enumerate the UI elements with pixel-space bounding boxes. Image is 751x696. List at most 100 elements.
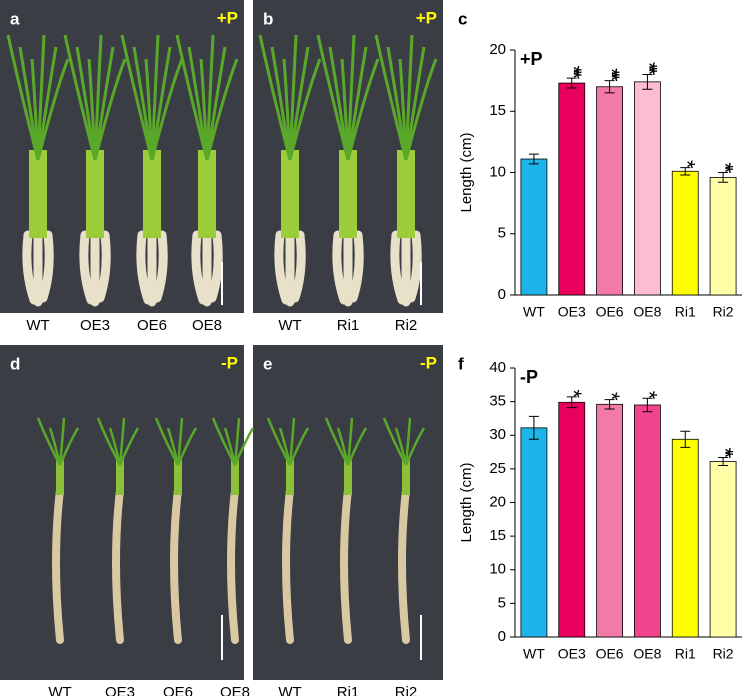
condition-label: +P: [217, 8, 238, 27]
root: [398, 486, 410, 644]
leaf: [346, 427, 368, 466]
leaf: [205, 58, 239, 161]
leaf: [258, 34, 292, 161]
leaf: [150, 58, 184, 161]
error-bar: [528, 415, 539, 440]
y-tick-label: 15: [489, 527, 506, 544]
root: [112, 486, 124, 644]
root: [340, 486, 352, 644]
x-tick-label: OE6: [596, 646, 624, 662]
leaf: [58, 417, 66, 466]
condition-label: -P: [420, 353, 437, 372]
y-tick-label: 10: [489, 163, 506, 180]
stem: [286, 460, 294, 495]
y-tick-label: 30: [489, 426, 506, 443]
y-tick-label: 40: [489, 359, 506, 376]
plant-label: OE8: [220, 684, 250, 696]
stem: [116, 460, 124, 495]
leaf: [63, 34, 97, 161]
bar: [520, 427, 548, 638]
y-tick-label: 5: [498, 225, 506, 242]
roots: [390, 230, 422, 307]
y-tick-label: 15: [489, 102, 506, 119]
leaf: [36, 34, 46, 161]
roots: [274, 230, 306, 307]
stem: [344, 460, 352, 495]
leaf: [346, 34, 356, 161]
error-bar: [604, 399, 615, 410]
panel-letter: d: [10, 354, 20, 373]
leaf: [233, 427, 255, 466]
leaf: [288, 58, 322, 161]
leaf: [108, 427, 122, 466]
roots: [22, 230, 54, 307]
bar: [671, 170, 699, 296]
bar: [520, 158, 548, 296]
stem: [143, 150, 161, 238]
significance: ***: [561, 65, 586, 79]
x-tick-label: OE6: [596, 304, 624, 320]
bar: [596, 403, 623, 638]
y-axis-label: Length (cm): [458, 132, 475, 212]
error-bar: [604, 80, 615, 94]
roots: [79, 230, 111, 307]
plant-label: Ri1: [337, 317, 360, 334]
x-tick-label: Ri2: [713, 304, 734, 320]
plant-label: Ri2: [395, 317, 418, 334]
panel-letter: e: [263, 354, 272, 373]
plant-label: Ri1: [337, 684, 360, 696]
plant-label: WT: [278, 317, 301, 334]
error-bar: [680, 167, 691, 176]
leaf: [288, 427, 310, 466]
y-axis-label: Length (cm): [458, 462, 475, 542]
stem: [174, 460, 182, 495]
bar: [558, 82, 586, 296]
y-tick-label: 20: [489, 41, 506, 58]
y-tick-label: 0: [498, 628, 506, 645]
stem: [281, 150, 299, 238]
leaf: [233, 417, 241, 466]
plant-label: WT: [278, 684, 301, 696]
leaf: [166, 427, 180, 466]
root: [282, 486, 294, 644]
stem: [231, 460, 239, 495]
bar: [634, 404, 661, 638]
bar: [709, 461, 737, 638]
plant-label: OE8: [192, 317, 222, 334]
leaf: [346, 417, 354, 466]
x-tick-label: OE8: [633, 646, 661, 662]
stem: [339, 150, 357, 238]
leaf: [374, 34, 408, 161]
y-tick-label: 20: [489, 493, 506, 510]
x-tick-label: Ri1: [675, 304, 696, 320]
leaf: [205, 34, 215, 161]
leaf: [288, 34, 298, 161]
leaf: [346, 58, 380, 161]
error-bar: [680, 430, 691, 448]
leaf: [404, 34, 414, 161]
plant-label: OE6: [163, 684, 193, 696]
error-bar: [718, 456, 729, 467]
leaf: [58, 427, 80, 466]
stem: [29, 150, 47, 238]
leaf: [176, 427, 198, 466]
leaf: [278, 427, 292, 466]
x-tick-label: OE3: [558, 646, 586, 662]
y-tick-label: 35: [489, 393, 506, 410]
x-tick-label: WT: [523, 304, 545, 320]
plant-label: Ri2: [395, 684, 418, 696]
roots: [332, 230, 364, 307]
leaf: [175, 34, 209, 161]
roots: [191, 230, 223, 307]
leaf: [336, 427, 350, 466]
chart-title: -P: [520, 367, 538, 387]
chart-title: +P: [520, 49, 543, 69]
bar: [558, 401, 586, 638]
stem: [56, 460, 64, 495]
plant-label: OE6: [137, 317, 167, 334]
error-bar: [566, 77, 577, 89]
leaf: [150, 34, 160, 161]
leaf: [404, 417, 412, 466]
stem: [198, 150, 216, 238]
